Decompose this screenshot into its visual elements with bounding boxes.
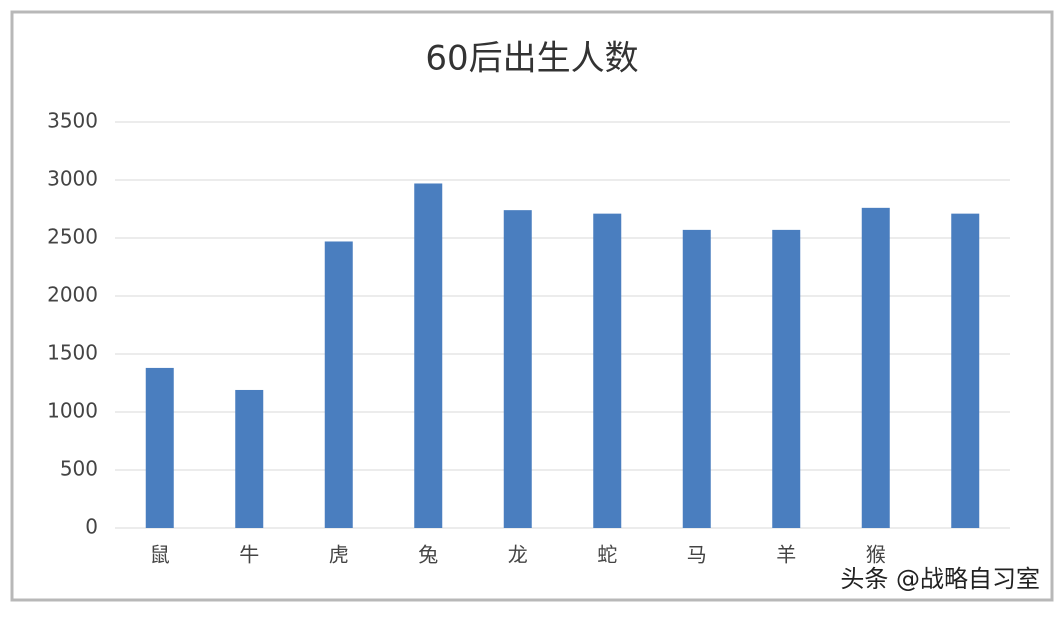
bar bbox=[503, 210, 532, 528]
x-tick-label: 虎 bbox=[329, 543, 349, 567]
x-tick-label: 鼠 bbox=[150, 543, 170, 567]
x-tick-label: 羊 bbox=[776, 543, 796, 567]
bar bbox=[145, 367, 174, 528]
bar bbox=[324, 241, 353, 529]
bar bbox=[772, 229, 801, 528]
y-tick-label: 0 bbox=[85, 515, 98, 539]
x-tick-label: 牛 bbox=[239, 543, 259, 567]
bar bbox=[861, 207, 890, 528]
x-tick-label: 龙 bbox=[508, 543, 528, 567]
y-tick-label: 2500 bbox=[47, 225, 98, 249]
y-tick-label: 1000 bbox=[47, 399, 98, 423]
y-tick-label: 2000 bbox=[47, 283, 98, 307]
bar bbox=[593, 213, 622, 528]
x-tick-label: 马 bbox=[687, 543, 707, 567]
x-tick-label: 猴 bbox=[866, 543, 886, 567]
watermark: 头条 @战略自习室 bbox=[840, 565, 1040, 593]
bar bbox=[414, 183, 443, 529]
x-tick-label: 蛇 bbox=[597, 543, 617, 567]
bar bbox=[951, 213, 980, 528]
x-tick-label: 兔 bbox=[418, 543, 438, 567]
y-tick-label: 500 bbox=[60, 457, 98, 481]
y-tick-label: 1500 bbox=[47, 341, 98, 365]
bar bbox=[682, 229, 711, 528]
y-tick-label: 3500 bbox=[47, 109, 98, 133]
chart-title: 60后出生人数 bbox=[425, 39, 638, 79]
y-tick-label: 3000 bbox=[47, 167, 98, 191]
bar bbox=[235, 389, 264, 528]
